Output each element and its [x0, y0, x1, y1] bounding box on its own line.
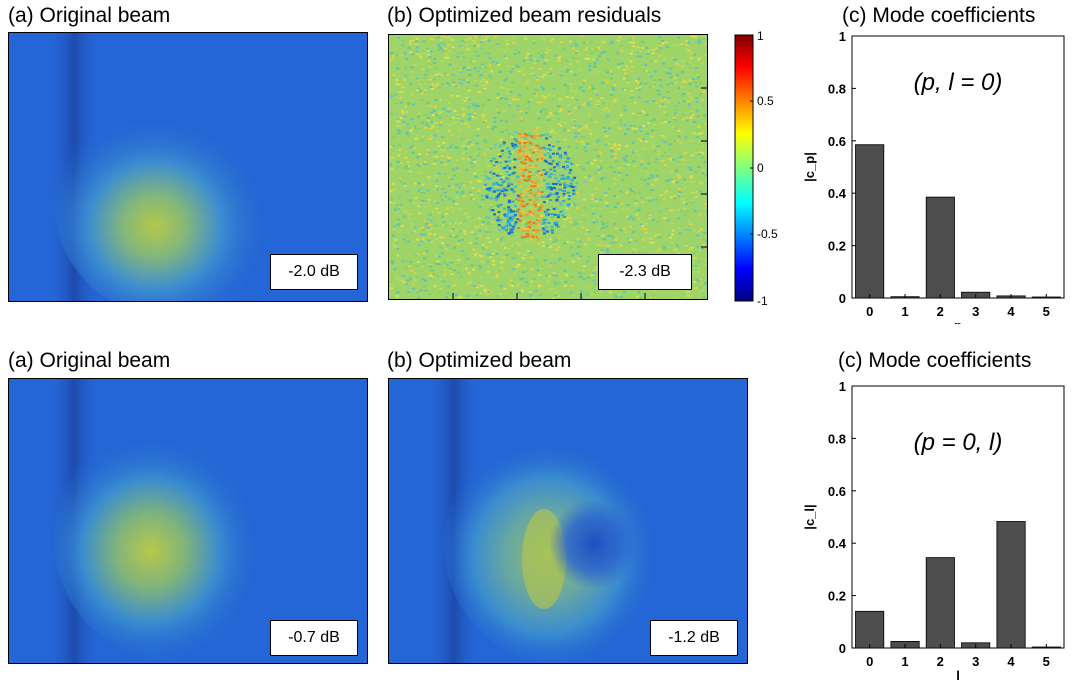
y-tick-label-0.8: 0.8	[828, 81, 846, 96]
colorbar: 1 0.5 0 -0.5 -1	[734, 30, 778, 306]
x-tick-label-1: 1	[901, 304, 908, 319]
plot-area	[851, 385, 1065, 649]
y-axis-label: |c_l|	[802, 504, 817, 529]
x-tick-label-3: 3	[972, 304, 979, 319]
x-tick-label-0: 0	[866, 304, 873, 319]
y-axis-label: |c_p|	[802, 152, 817, 182]
bar-0	[855, 610, 885, 649]
bottom-chart-title: (c) Mode coefficients	[838, 349, 1032, 372]
colorbar-tick-1: 1	[757, 30, 764, 43]
y-tick-label-0.4: 0.4	[828, 186, 847, 201]
y-tick-label-0.2: 0.2	[828, 589, 846, 604]
colorbar-tick-0: 0	[757, 161, 764, 175]
bottom-original-beam-image	[8, 378, 368, 664]
bar-4	[996, 521, 1026, 649]
y-tick-label-1: 1	[839, 379, 846, 394]
y-tick-label-0: 0	[839, 291, 846, 306]
top-chart-title: (c) Mode coefficients	[842, 4, 1036, 27]
colorbar-tick-neg1: -1	[757, 294, 768, 306]
x-tick-label-1: 1	[901, 654, 908, 669]
y-tick-label-1: 1	[839, 29, 846, 44]
top-original-title: (a) Original beam	[8, 4, 171, 27]
top-residual-title: (b) Optimized beam residuals	[387, 4, 662, 27]
bar-0	[855, 144, 885, 299]
x-tick-label-5: 5	[1043, 304, 1050, 319]
bottom-optimized-db-label: -1.2 dB	[650, 620, 738, 656]
y-tick-label-0: 0	[839, 641, 846, 656]
bottom-original-title: (a) Original beam	[8, 349, 171, 372]
y-tick-label-0.6: 0.6	[828, 134, 846, 149]
bar-2	[925, 196, 955, 299]
y-tick-label-0.6: 0.6	[828, 484, 846, 499]
bottom-mode-coefficients-chart: 0 1 2 3 4 5 0 0.2 0.4 0.6 0.8 1 l |c_l| (p = 0, l)	[802, 379, 1065, 683]
x-tick-label-2: 2	[937, 654, 944, 669]
top-mode-coefficients-chart: 0 1 2 3 4 5 0 0.2 0.4 0.6 0.8 1 p |c_p| (p, l = 0)	[802, 29, 1065, 324]
x-axis-label: p	[954, 318, 962, 324]
bottom-original-db-label: -0.7 dB	[270, 620, 358, 656]
x-tick-label-4: 4	[1007, 654, 1015, 669]
top-residual-db-label: -2.3 dB	[598, 254, 692, 290]
top-original-db-label: -2.0 dB	[270, 254, 358, 290]
chart-annotation: (p, l = 0)	[914, 69, 1003, 96]
y-tick-label-0.2: 0.2	[828, 239, 846, 254]
colorbar-tick-neg0.5: -0.5	[757, 227, 778, 241]
x-tick-label-5: 5	[1043, 654, 1050, 669]
x-tick-label-0: 0	[866, 654, 873, 669]
y-tick-label-0.4: 0.4	[828, 536, 847, 551]
y-tick-label-0.8: 0.8	[828, 431, 846, 446]
x-tick-label-2: 2	[937, 304, 944, 319]
plot-area	[851, 35, 1065, 299]
bottom-optimized-title: (b) Optimized beam	[387, 349, 572, 372]
x-tick-label-3: 3	[972, 654, 979, 669]
colorbar-tick-0.5: 0.5	[757, 94, 774, 108]
x-axis-label: l	[956, 668, 960, 683]
chart-annotation: (p = 0, l)	[914, 429, 1003, 456]
x-tick-label-4: 4	[1007, 304, 1015, 319]
bar-2	[925, 557, 955, 649]
bottom-optimized-beam-image	[388, 378, 748, 664]
